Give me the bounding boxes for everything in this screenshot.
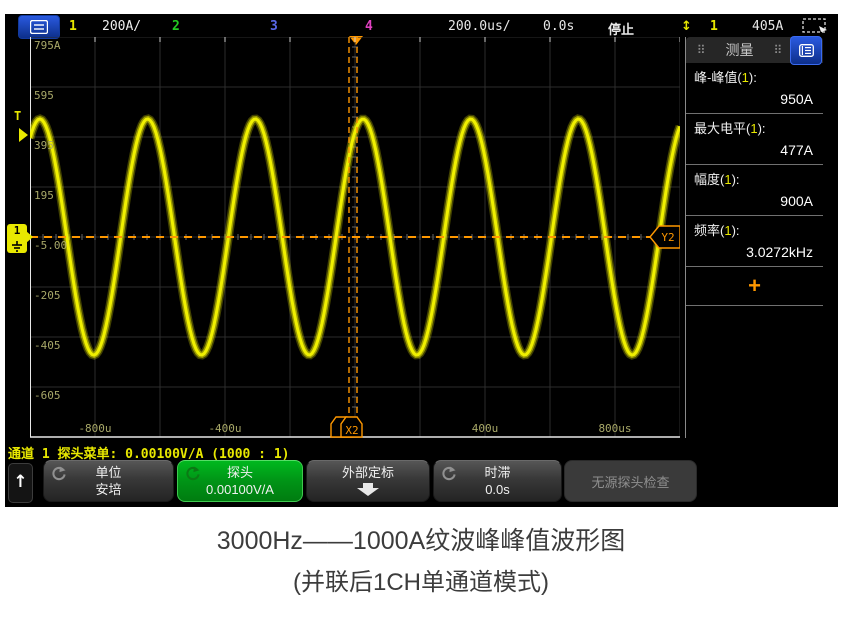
x-axis-label: -400u <box>208 422 242 435</box>
trigger-level-readout[interactable]: 405A <box>752 19 784 34</box>
channel-1-ground-marker[interactable]: 1 <box>7 224 27 253</box>
down-arrow-icon <box>357 483 379 496</box>
channel-4-label[interactable]: 4 <box>365 19 373 34</box>
x-axis-label: -800u <box>78 422 112 435</box>
channel-1-trace <box>30 117 680 357</box>
softkey-value: 0.00100V/A <box>206 482 274 497</box>
channel-1-offset-pointer <box>26 231 33 243</box>
time-reference-marker[interactable] <box>349 36 363 45</box>
dashed-rect-cursor-icon <box>802 18 827 33</box>
trigger-source[interactable]: 1 <box>710 19 718 34</box>
measurement-value: 950A <box>780 91 813 107</box>
softkey-value: 安培 <box>95 482 122 497</box>
measurement-label: 峰-峰值(1): <box>694 70 757 85</box>
measurement-row[interactable]: 最大电平(1): 477A <box>686 114 823 165</box>
drag-handle-icon[interactable]: ⠿ <box>696 43 706 57</box>
y-axis-label: 395 <box>34 139 54 152</box>
y-axis-label: 795A <box>34 39 61 52</box>
panel-menu-button[interactable] <box>790 36 822 65</box>
channel-1-label[interactable]: 1 <box>69 19 77 34</box>
softkey-value: 0.0s <box>485 482 510 497</box>
drag-handle-icon[interactable]: ⠿ <box>773 43 783 57</box>
softkey-label: 单位 <box>95 465 122 480</box>
measurement-value: 3.0272kHz <box>746 244 813 260</box>
caption-line-2: (并联后1CH单通道模式) <box>293 569 549 596</box>
waveform-display: X2 Y2 795A 595 395 195 -5.00 -205 -405 -… <box>30 37 680 438</box>
softkey-passive-probe-check: 无源探头检查 <box>564 460 697 502</box>
graticule-svg: X2 Y2 <box>30 37 680 438</box>
softkey-external-scaling[interactable]: 外部定标 <box>306 460 430 502</box>
trigger-slope-icon: ↕ <box>681 19 692 34</box>
caption-line-1: 3000Hz——1000A纹波峰峰值波形图 <box>216 527 626 555</box>
measurement-label: 频率(1): <box>694 223 740 238</box>
softkey-unit[interactable]: 单位 安培 <box>43 460 174 502</box>
main-menu-button[interactable] <box>18 15 60 39</box>
trigger-level-marker[interactable] <box>19 128 28 142</box>
softkey-label: 时滞 <box>484 465 511 480</box>
x-axis-label: 800us <box>598 422 632 435</box>
y-axis-label: 595 <box>34 89 54 102</box>
ground-icon <box>12 241 22 252</box>
knob-icon <box>52 466 66 481</box>
figure-caption: 3000Hz——1000A纹波峰峰值波形图 (并联后1CH单通道模式) <box>0 524 842 600</box>
x-axis-label: 400u <box>471 422 499 435</box>
measurement-value: 477A <box>780 142 813 158</box>
grid-lines <box>30 37 680 438</box>
x2-cursor-label: X2 <box>345 424 358 437</box>
measurement-value: 900A <box>780 193 813 209</box>
channel-1-marker-label: 1 <box>13 224 21 237</box>
softkey-menu: ↑ 单位 安培 探头 0.00100V/A 外部定标 <box>5 460 838 506</box>
trigger-level-marker-label: T <box>14 109 22 123</box>
oscilloscope-screen: 1 200A/ 2 3 4 200.0us/ 0.0s 停止 ↕ 1 405A <box>5 14 838 507</box>
run-state-indicator: 停止 <box>608 22 635 37</box>
softkey-label: 探头 <box>226 465 253 480</box>
top-bar: 1 200A/ 2 3 4 200.0us/ 0.0s 停止 ↕ 1 405A <box>5 14 838 40</box>
y-axis-label: 195 <box>34 189 54 202</box>
y2-cursor-label: Y2 <box>661 231 674 244</box>
up-arrow-icon: ↑ <box>13 472 28 492</box>
measurement-panel-header[interactable]: ⠿ 测量 ⠿ <box>686 36 823 65</box>
y2-cursor-badge[interactable]: Y2 <box>649 225 680 249</box>
softkey-skew[interactable]: 时滞 0.0s <box>433 460 562 502</box>
measurement-panel: ⠿ 测量 ⠿ 峰-峰值(1): 950A 最大电平( <box>685 36 823 438</box>
y-axis-label: -405 <box>34 339 61 352</box>
add-measurement-button[interactable]: + <box>686 267 823 306</box>
channel-1-scale[interactable]: 200A/ <box>102 19 142 34</box>
measurement-row[interactable]: 频率(1): 3.0272kHz <box>686 216 823 267</box>
list-menu-icon <box>798 44 814 57</box>
softkey-label: 外部定标 <box>341 465 394 480</box>
knob-icon <box>186 466 200 481</box>
menu-back-button[interactable]: ↑ <box>8 463 33 503</box>
softkey-label: 无源探头检查 <box>591 474 670 490</box>
delay-readout[interactable]: 0.0s <box>543 19 575 34</box>
measurement-row[interactable]: 峰-峰值(1): 950A <box>686 63 823 114</box>
y-axis-label: -605 <box>34 389 61 402</box>
probe-status-line: 通道 1 探头菜单: 0.00100V/A (1000 : 1) <box>8 447 290 462</box>
channel-3-label[interactable]: 3 <box>270 19 278 34</box>
knob-icon <box>442 466 456 481</box>
panel-title: 测量 <box>725 42 754 58</box>
measurement-label: 幅度(1): <box>694 172 740 187</box>
y-axis-label: -5.00 <box>34 239 68 252</box>
measurement-row[interactable]: 幅度(1): 900A <box>686 165 823 216</box>
timebase-readout[interactable]: 200.0us/ <box>448 19 511 34</box>
channel-2-label[interactable]: 2 <box>172 19 180 34</box>
hamburger-box-icon <box>30 20 48 34</box>
y-axis-label: -205 <box>34 289 61 302</box>
softkey-probe[interactable]: 探头 0.00100V/A <box>177 460 303 502</box>
region-select-button[interactable] <box>802 18 830 36</box>
x2-cursor-badge[interactable]: X2 <box>340 416 363 438</box>
measurement-label: 最大电平(1): <box>694 121 766 136</box>
